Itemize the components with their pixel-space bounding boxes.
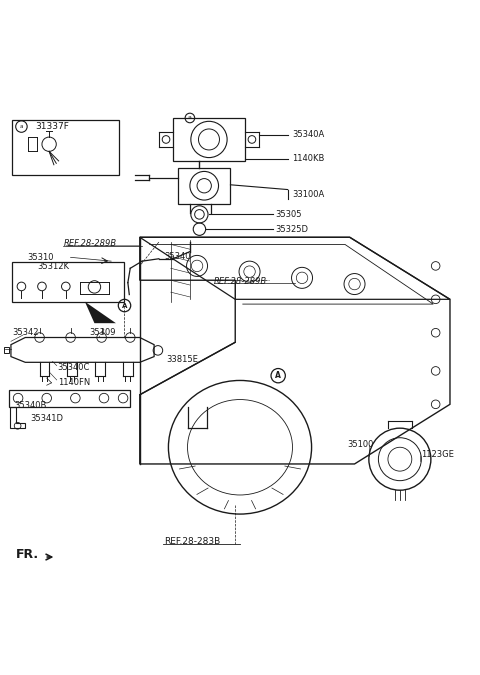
Text: 33815E: 33815E — [166, 356, 198, 365]
Text: 33100A: 33100A — [292, 190, 325, 199]
Text: 35312K: 35312K — [37, 263, 69, 271]
Text: a: a — [188, 115, 192, 120]
Text: A: A — [275, 371, 281, 380]
Text: 1140KB: 1140KB — [292, 154, 325, 163]
Text: 31337F: 31337F — [36, 122, 70, 131]
Polygon shape — [85, 302, 116, 323]
Text: 35340C: 35340C — [58, 363, 90, 372]
Text: 1140FN: 1140FN — [58, 378, 90, 387]
Text: 35309: 35309 — [90, 328, 116, 338]
Text: REF.28-283B: REF.28-283B — [164, 537, 220, 546]
Text: 35340: 35340 — [165, 252, 191, 261]
Text: a: a — [20, 124, 23, 129]
Text: 35325D: 35325D — [276, 225, 309, 234]
Text: REF.28-289B: REF.28-289B — [63, 240, 117, 248]
Text: 35342: 35342 — [12, 328, 38, 338]
Text: 35310: 35310 — [28, 253, 54, 262]
Text: A: A — [122, 302, 127, 308]
Text: 35100: 35100 — [348, 440, 374, 450]
Text: FR.: FR. — [16, 548, 39, 561]
Text: 35341D: 35341D — [30, 414, 63, 423]
Text: 35340A: 35340A — [292, 130, 325, 139]
Text: 1123GE: 1123GE — [421, 450, 454, 459]
Text: 35340B: 35340B — [15, 401, 47, 410]
Text: 35305: 35305 — [276, 210, 302, 219]
Text: REF.28-289B: REF.28-289B — [214, 277, 267, 286]
